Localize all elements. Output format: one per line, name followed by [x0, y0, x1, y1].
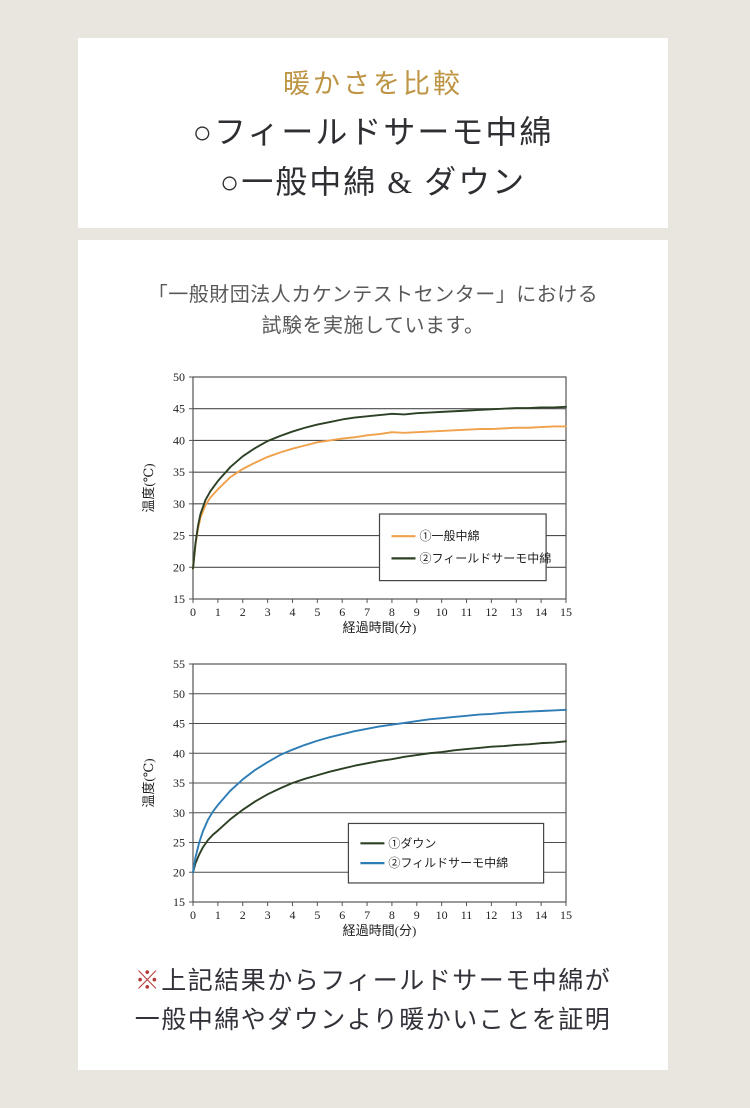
- x-tick-label: 2: [240, 908, 246, 922]
- x-tick-label: 14: [535, 908, 547, 922]
- x-tick-label: 2: [240, 605, 246, 619]
- x-tick-label: 1: [215, 605, 221, 619]
- x-tick-label: 1: [215, 908, 221, 922]
- y-tick-label: 50: [173, 687, 185, 701]
- comparison-title: 暖かさを比較: [283, 69, 463, 99]
- x-tick-label: 5: [314, 605, 320, 619]
- x-tick-label: 9: [414, 605, 420, 619]
- x-tick-label: 12: [485, 908, 497, 922]
- test-intro-line-1: 「一般財団法人カケンテストセンター」における: [147, 284, 599, 306]
- x-tick-label: 6: [339, 605, 345, 619]
- legend-label: ①ダウン: [388, 835, 436, 850]
- x-tick-label: 5: [314, 908, 320, 922]
- x-tick-label: 12: [485, 605, 497, 619]
- y-tick-label: 50: [173, 370, 185, 384]
- y-tick-label: 45: [173, 402, 185, 416]
- y-axis-title: 温度(℃): [141, 758, 156, 807]
- series-line: [192, 425, 567, 570]
- x-tick-label: 8: [389, 908, 395, 922]
- y-tick-label: 25: [173, 529, 185, 543]
- series-line: [192, 405, 567, 570]
- y-tick-label: 35: [173, 465, 185, 479]
- series-line: [192, 740, 567, 874]
- legend-label: ②フィールドサーモ中綿: [420, 550, 552, 565]
- legend-label: ②フィルドサーモ中綿: [388, 855, 508, 870]
- x-tick-label: 13: [510, 605, 522, 619]
- x-tick-label: 4: [289, 908, 295, 922]
- series-line: [192, 708, 567, 874]
- x-tick-label: 3: [265, 605, 271, 619]
- x-tick-label: 6: [339, 908, 345, 922]
- y-tick-label: 35: [173, 776, 185, 790]
- x-axis-title: 経過時間(分): [343, 620, 417, 635]
- comparison-item-regular-down: ○一般中綿 & ダウン: [219, 164, 527, 200]
- plot-border: [192, 376, 567, 600]
- y-tick-label: 30: [173, 497, 185, 511]
- note-asterisk-marker: ※: [134, 968, 162, 995]
- y-tick-label: 15: [173, 895, 185, 909]
- x-tick-label: 8: [389, 605, 395, 619]
- y-tick-label: 25: [173, 836, 185, 850]
- x-axis-title: 経過時間(分): [343, 923, 417, 938]
- x-tick-label: 3: [265, 908, 271, 922]
- x-tick-label: 0: [190, 908, 196, 922]
- legend-box: [378, 513, 547, 582]
- y-tick-label: 20: [173, 865, 185, 879]
- y-tick-label: 30: [173, 806, 185, 820]
- y-axis-title: 温度(℃): [141, 463, 156, 512]
- conclusion-line-1-text: 上記結果からフィールドサーモ中綿が: [161, 968, 612, 995]
- y-tick-label: 45: [173, 717, 185, 731]
- conclusion-line-2: 一般中綿やダウンより暖かいことを証明: [134, 1007, 612, 1034]
- y-tick-label: 40: [173, 746, 185, 760]
- x-tick-label: 9: [414, 908, 420, 922]
- y-tick-label: 15: [173, 592, 185, 606]
- comparison-item-field-thermo: ○フィールドサーモ中綿: [192, 114, 554, 150]
- legend-box: [347, 822, 545, 884]
- x-tick-label: 15: [560, 908, 572, 922]
- warmth-comparison-card: 暖かさを比較 ○フィールドサーモ中綿 ○一般中綿 & ダウン: [78, 38, 668, 228]
- legend-label: ①一般中綿: [420, 528, 480, 543]
- y-tick-label: 40: [173, 433, 185, 447]
- x-tick-label: 7: [364, 605, 370, 619]
- x-tick-label: 7: [364, 908, 370, 922]
- x-tick-label: 11: [461, 908, 473, 922]
- test-result-card: 「一般財団法人カケンテストセンター」における 試験を実施しています。 15 20 2…: [78, 240, 668, 1070]
- x-tick-label: 11: [461, 605, 473, 619]
- plot-border: [192, 663, 567, 903]
- conclusion-note: ※上記結果からフィールドサーモ中綿が 一般中綿やダウンより暖かいことを証明: [78, 962, 668, 1040]
- y-tick-label: 55: [173, 657, 185, 671]
- x-tick-label: 4: [289, 605, 295, 619]
- y-tick-label: 20: [173, 560, 185, 574]
- x-tick-label: 10: [436, 605, 448, 619]
- x-tick-label: 15: [560, 605, 572, 619]
- x-tick-label: 13: [510, 908, 522, 922]
- conclusion-line-1: ※上記結果からフィールドサーモ中綿が: [78, 962, 668, 1001]
- test-intro-text: 「一般財団法人カケンテストセンター」における 試験を実施しています。: [78, 280, 668, 342]
- x-tick-label: 10: [436, 908, 448, 922]
- x-tick-label: 14: [535, 605, 547, 619]
- x-tick-label: 0: [190, 605, 196, 619]
- test-intro-line-2: 試験を実施しています。: [261, 315, 485, 337]
